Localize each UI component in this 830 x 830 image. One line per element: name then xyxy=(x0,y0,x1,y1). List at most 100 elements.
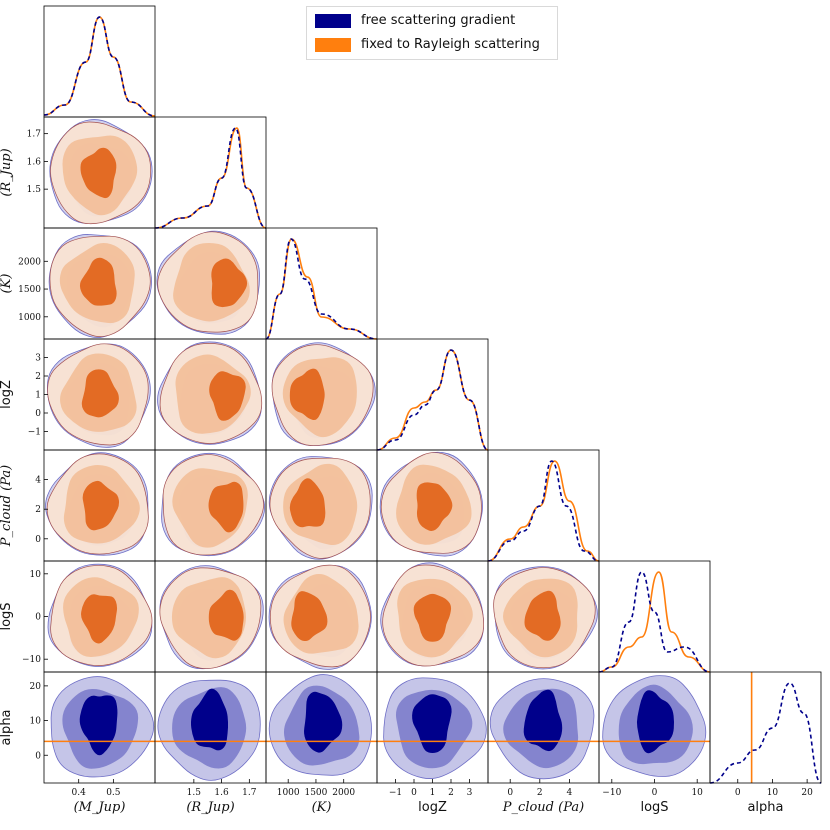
contour-free-1sigma xyxy=(412,694,452,753)
marginal-alpha xyxy=(709,671,822,784)
contour-fixed-1sigma xyxy=(209,371,246,421)
x-axis-label-Pcloud: P_cloud (Pa) xyxy=(502,800,584,815)
panel-logZ-vs-M xyxy=(43,338,156,451)
contour-fixed-1sigma xyxy=(79,257,117,306)
marginal-free-line xyxy=(265,238,378,340)
x-tick-label: 1.6 xyxy=(214,788,229,798)
x-tick-label: 0.5 xyxy=(106,788,121,798)
panel-logS-vs-Pcloud xyxy=(487,560,600,673)
y-axis-label-alpha: alpha xyxy=(0,709,14,745)
y-tick-label: 1000 xyxy=(18,313,41,323)
y-tick-label: 10 xyxy=(30,570,42,580)
panel-logS-vs-T xyxy=(265,560,378,673)
y-tick-label: 2 xyxy=(35,372,41,382)
marginal-free-line xyxy=(154,127,267,229)
x-tick-label: 3 xyxy=(467,788,473,798)
marginal-frame xyxy=(376,338,489,451)
marginal-R xyxy=(154,116,267,229)
contour-fixed-1sigma xyxy=(289,478,326,528)
contour-fixed-1sigma xyxy=(81,594,118,644)
contour-fixed-1sigma xyxy=(208,589,244,641)
y-tick-label: 0 xyxy=(35,613,41,623)
contour-fixed-1sigma xyxy=(524,590,561,641)
contour-fixed-1sigma xyxy=(291,591,328,642)
legend: free scattering gradient fixed to Raylei… xyxy=(306,6,558,60)
contour-fixed-1sigma xyxy=(208,481,244,533)
y-tick-label: 1 xyxy=(35,391,41,401)
contour-fixed-1sigma xyxy=(81,369,119,418)
x-axis-label-M: (M_Jup) xyxy=(74,800,126,815)
marginal-frame xyxy=(709,671,822,784)
y-tick-label: −1 xyxy=(28,428,41,438)
contour-free-1sigma xyxy=(304,691,343,753)
marginal-fixed-line xyxy=(43,16,156,117)
marginal-frame xyxy=(265,227,378,340)
marginal-M xyxy=(43,5,156,118)
y-axis-label-R: (R_Jup) xyxy=(0,148,14,196)
contour-fixed-1sigma xyxy=(413,593,452,642)
x-tick-label: 10 xyxy=(691,788,703,798)
legend-label-free: free scattering gradient xyxy=(361,13,516,28)
marginal-fixed-line xyxy=(154,127,267,229)
x-tick-label: 1500 xyxy=(304,788,327,798)
marginal-fixed-line xyxy=(265,238,378,340)
legend-entry-fixed: fixed to Rayleigh scattering xyxy=(315,37,540,52)
y-axis-label-logS: logS xyxy=(0,602,14,630)
marginal-Pcloud xyxy=(487,449,600,562)
y-tick-label: 0 xyxy=(35,751,41,761)
panel-alpha-vs-M xyxy=(43,671,156,784)
x-axis-label-logS: logS xyxy=(640,800,668,815)
panel-alpha-vs-R xyxy=(154,671,267,784)
contour-fixed-1sigma xyxy=(416,482,453,531)
x-axis-label-T: (K) xyxy=(312,800,332,815)
marginal-frame xyxy=(154,116,267,229)
marginal-frame xyxy=(43,5,156,118)
contour-free-1sigma xyxy=(79,695,118,756)
x-axis-label-logZ: logZ xyxy=(418,800,447,815)
marginal-free-line xyxy=(709,682,822,784)
x-tick-label: 1 xyxy=(430,788,436,798)
panel-Pcloud-vs-R xyxy=(154,449,267,562)
legend-label-fixed: fixed to Rayleigh scattering xyxy=(361,37,540,52)
contour-fixed-1sigma xyxy=(80,147,117,199)
x-tick-label: 0 xyxy=(652,788,658,798)
x-tick-label: −10 xyxy=(602,788,621,798)
marginal-logS xyxy=(598,560,711,673)
marginal-logZ xyxy=(376,338,489,451)
y-axis-label-Pcloud: P_cloud (Pa) xyxy=(0,465,14,547)
x-tick-label: 4 xyxy=(567,788,573,798)
panel-logZ-vs-R xyxy=(154,338,267,451)
y-tick-label: 1.6 xyxy=(27,157,42,167)
legend-swatch-free xyxy=(315,13,351,28)
legend-swatch-fixed xyxy=(315,37,351,52)
marginal-frame xyxy=(598,560,711,673)
y-tick-label: 0 xyxy=(35,535,41,545)
x-tick-label: 0 xyxy=(507,788,513,798)
y-tick-label: 0 xyxy=(35,409,41,419)
marginal-free-line xyxy=(598,571,711,673)
panel-Pcloud-vs-T xyxy=(265,449,378,562)
x-tick-label: 0 xyxy=(411,788,417,798)
panel-T-vs-M xyxy=(43,227,156,340)
x-tick-label: 10 xyxy=(767,788,779,798)
x-tick-label: 2 xyxy=(537,788,543,798)
y-tick-label: 1.7 xyxy=(27,130,42,140)
panel-alpha-vs-logZ xyxy=(376,671,489,784)
x-tick-label: 2000 xyxy=(332,788,355,798)
panel-alpha-vs-logS xyxy=(598,671,711,784)
panel-logS-vs-R xyxy=(154,560,267,673)
contour-fixed-1sigma xyxy=(289,368,325,421)
x-tick-label: 1.5 xyxy=(187,788,202,798)
x-tick-label: 1000 xyxy=(277,788,300,798)
y-tick-label: 20 xyxy=(30,682,42,692)
panel-alpha-vs-T xyxy=(265,671,378,784)
y-tick-label: 1500 xyxy=(18,285,41,295)
x-tick-label: 20 xyxy=(801,788,813,798)
marginal-free-line xyxy=(487,460,600,562)
y-tick-label: 10 xyxy=(30,717,42,727)
panel-R-vs-M xyxy=(43,116,156,229)
marginal-frame xyxy=(487,449,600,562)
x-tick-label: 0.4 xyxy=(72,788,87,798)
y-tick-label: 1.5 xyxy=(27,185,42,195)
